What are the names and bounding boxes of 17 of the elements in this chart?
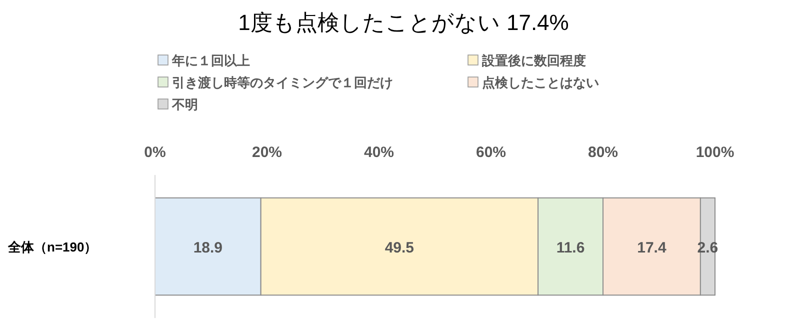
x-tick-label: 20% — [252, 144, 282, 161]
legend-label: 年に１回以上 — [171, 53, 250, 68]
chart-title: 1度も点検したことがない 17.4% — [238, 10, 569, 35]
legend-label: 点検したことはない — [482, 75, 599, 90]
x-tick-label: 0% — [144, 144, 166, 161]
x-tick-label: 80% — [588, 144, 618, 161]
y-tick-label: 全体（n=190） — [7, 240, 98, 254]
legend-label: 不明 — [171, 97, 198, 112]
legend-label: 設置後に数回程度 — [481, 53, 586, 68]
data-label: 49.5 — [384, 240, 414, 256]
x-tick-label: 40% — [364, 144, 394, 161]
data-label: 17.4 — [637, 240, 667, 256]
data-label: 18.9 — [193, 240, 223, 256]
data-label: 11.6 — [556, 240, 585, 256]
x-tick-label: 60% — [476, 144, 506, 161]
x-tick-label: 100% — [696, 144, 734, 161]
legend-label: 引き渡し時等のタイミングで１回だけ — [172, 75, 393, 90]
